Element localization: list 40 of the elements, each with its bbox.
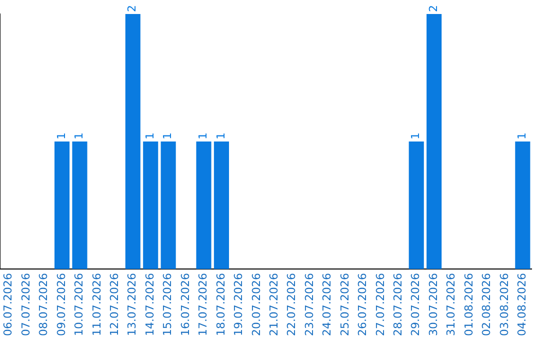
x-tick-label: 18.07.2026 (214, 273, 228, 336)
x-tick-label: 09.07.2026 (54, 273, 68, 336)
x-tick-label: 13.07.2026 (126, 273, 139, 336)
x-tick-label: 10.07.2026 (72, 273, 86, 336)
data-label: 1 (409, 132, 422, 140)
x-tick-label: 07.07.2026 (19, 273, 32, 336)
x-tick-label: 15.07.2026 (161, 273, 174, 336)
x-tick-label: 03.08.2026 (498, 273, 511, 336)
x-tick-label: 04.08.2026 (516, 273, 529, 336)
x-tick-label: 22.07.2026 (285, 273, 298, 336)
x-tick-label: 02.08.2026 (480, 273, 494, 336)
x-tick-label: 28.07.2026 (392, 273, 405, 336)
data-label: 2 (426, 5, 440, 12)
x-tick-label: 20.07.2026 (250, 273, 263, 336)
x-tick-label: 29.07.2026 (409, 273, 422, 336)
x-tick-label: 24.07.2026 (320, 273, 334, 336)
data-label: 1 (54, 132, 68, 140)
x-tick-label: 08.07.2026 (37, 273, 50, 336)
data-label: 1 (72, 132, 86, 140)
data-label: 1 (143, 132, 156, 140)
x-tick-label: 21.07.2026 (267, 273, 280, 336)
data-label: 1 (214, 132, 228, 140)
x-tick-label: 11.07.2026 (90, 273, 104, 336)
x-tick-label: 17.07.2026 (196, 273, 210, 336)
x-tick-label: 12.07.2026 (108, 273, 122, 336)
data-label: 1 (196, 132, 210, 140)
x-tick-label: 01.08.2026 (462, 273, 476, 336)
x-tick-label: 27.07.2026 (374, 273, 387, 336)
data-label: 1 (516, 132, 529, 140)
x-tick-label: 06.07.2026 (2, 273, 15, 336)
x-tick-label: 23.07.2026 (302, 273, 316, 336)
x-tick-label: 30.07.2026 (426, 273, 440, 336)
x-tick-label: 16.07.2026 (178, 273, 192, 336)
x-tick-label: 26.07.2026 (356, 273, 370, 336)
data-label: 2 (126, 5, 139, 12)
x-tick-label: 31.07.2026 (444, 273, 458, 336)
x-tick-label: 14.07.2026 (143, 273, 156, 336)
x-tick-label: 25.07.2026 (338, 273, 352, 336)
data-label: 1 (161, 132, 174, 140)
x-tick-label: 19.07.2026 (232, 273, 246, 336)
